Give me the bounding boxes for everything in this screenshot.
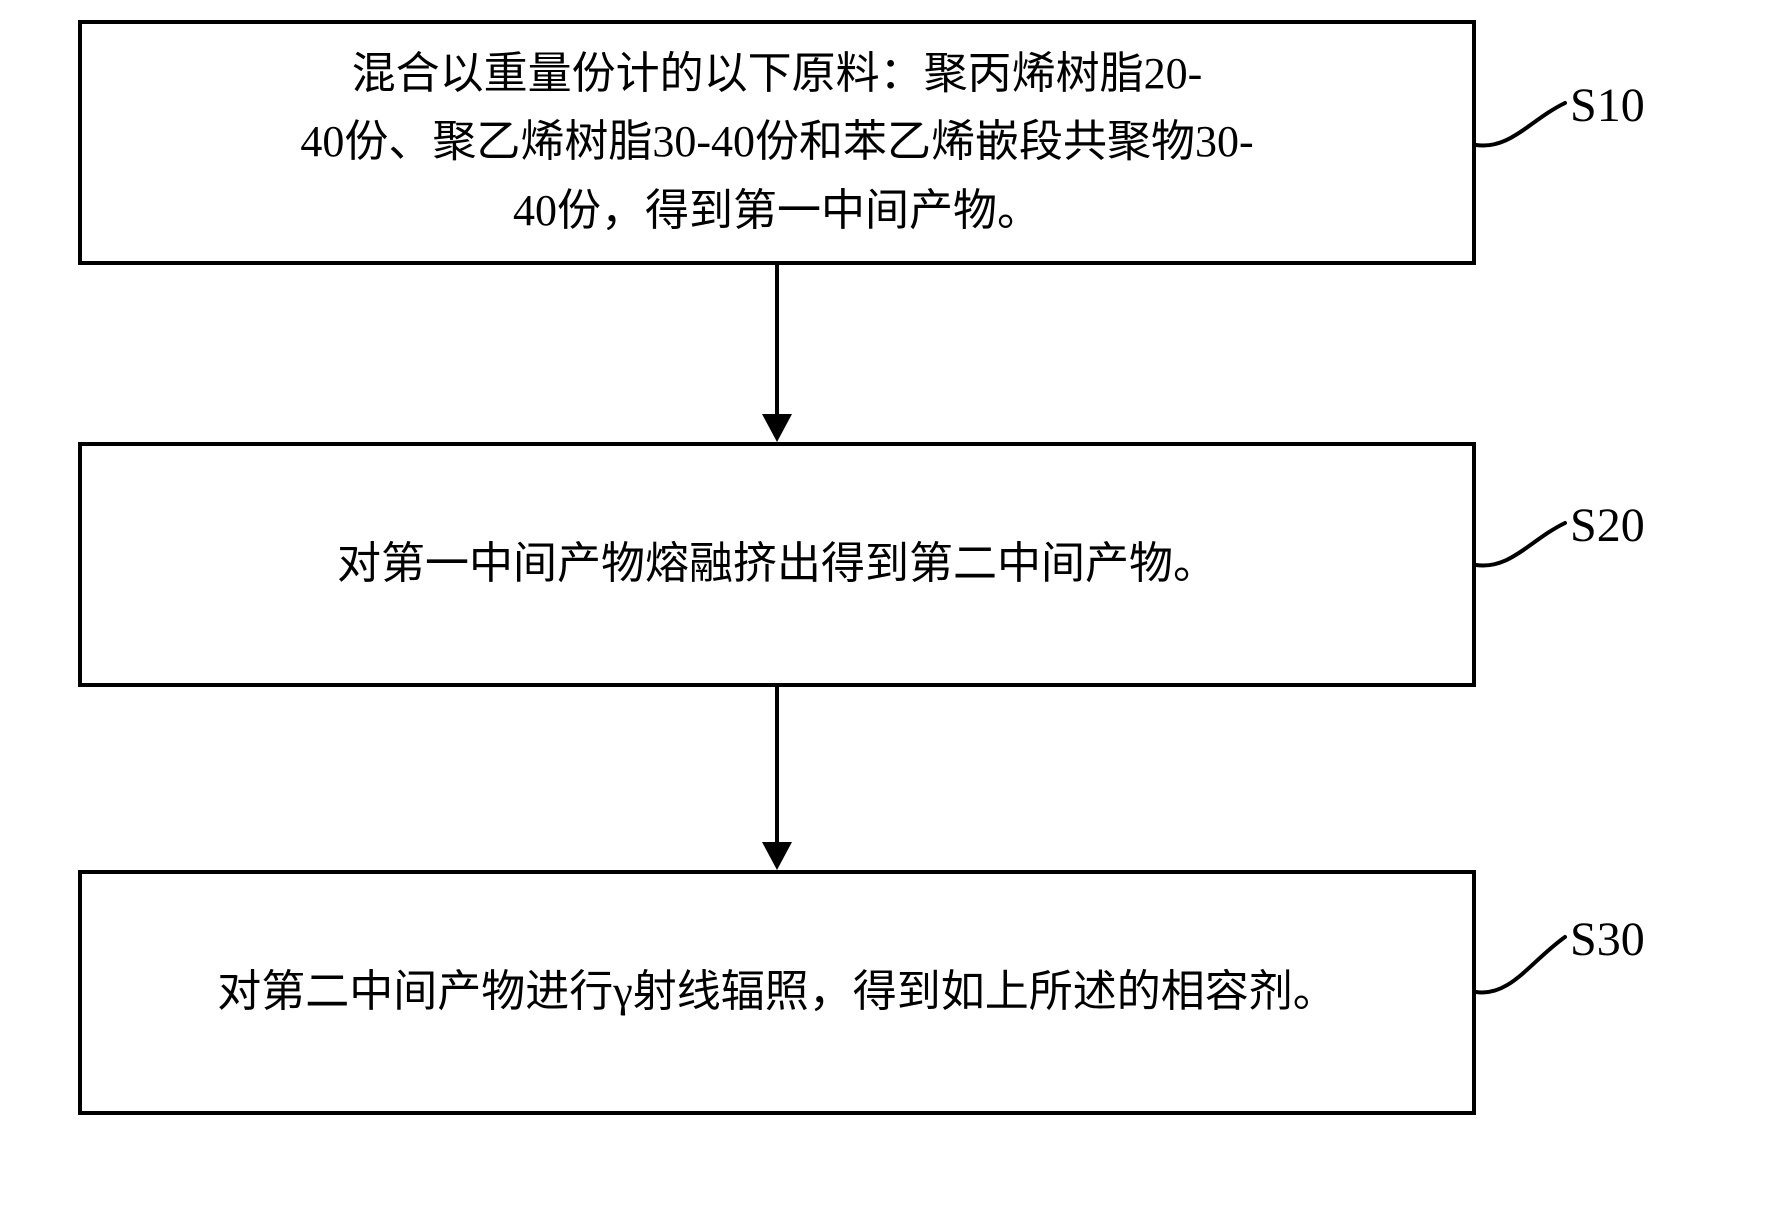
step-s10-line1: 混合以重量份计的以下原料：聚丙烯树脂20-: [352, 49, 1203, 98]
step-s10-line3: 40份，得到第一中间产物。: [513, 186, 1041, 235]
step-label-s20: S20: [1570, 498, 1645, 553]
step-label-s30: S30: [1570, 912, 1645, 967]
step-text-s30: 对第二中间产物进行γ射线辐照，得到如上所述的相容剂。: [122, 958, 1432, 1026]
step-box-s10: 混合以重量份计的以下原料：聚丙烯树脂20- 40份、聚乙烯树脂30-40份和苯乙…: [78, 20, 1476, 265]
step-label-s10: S10: [1570, 78, 1645, 133]
step-box-s30: 对第二中间产物进行γ射线辐照，得到如上所述的相容剂。: [78, 870, 1476, 1115]
step-s10-line2: 40份、聚乙烯树脂30-40份和苯乙烯嵌段共聚物30-: [300, 117, 1253, 166]
step-box-s20: 对第一中间产物熔融挤出得到第二中间产物。: [78, 442, 1476, 687]
step-s30-line1: 对第二中间产物进行γ射线辐照，得到如上所述的相容剂。: [217, 967, 1336, 1016]
step-s20-line1: 对第一中间产物熔融挤出得到第二中间产物。: [337, 539, 1217, 588]
step-text-s20: 对第一中间产物熔融挤出得到第二中间产物。: [122, 530, 1432, 598]
flowchart-canvas: 混合以重量份计的以下原料：聚丙烯树脂20- 40份、聚乙烯树脂30-40份和苯乙…: [0, 0, 1791, 1224]
step-text-s10: 混合以重量份计的以下原料：聚丙烯树脂20- 40份、聚乙烯树脂30-40份和苯乙…: [122, 40, 1432, 245]
